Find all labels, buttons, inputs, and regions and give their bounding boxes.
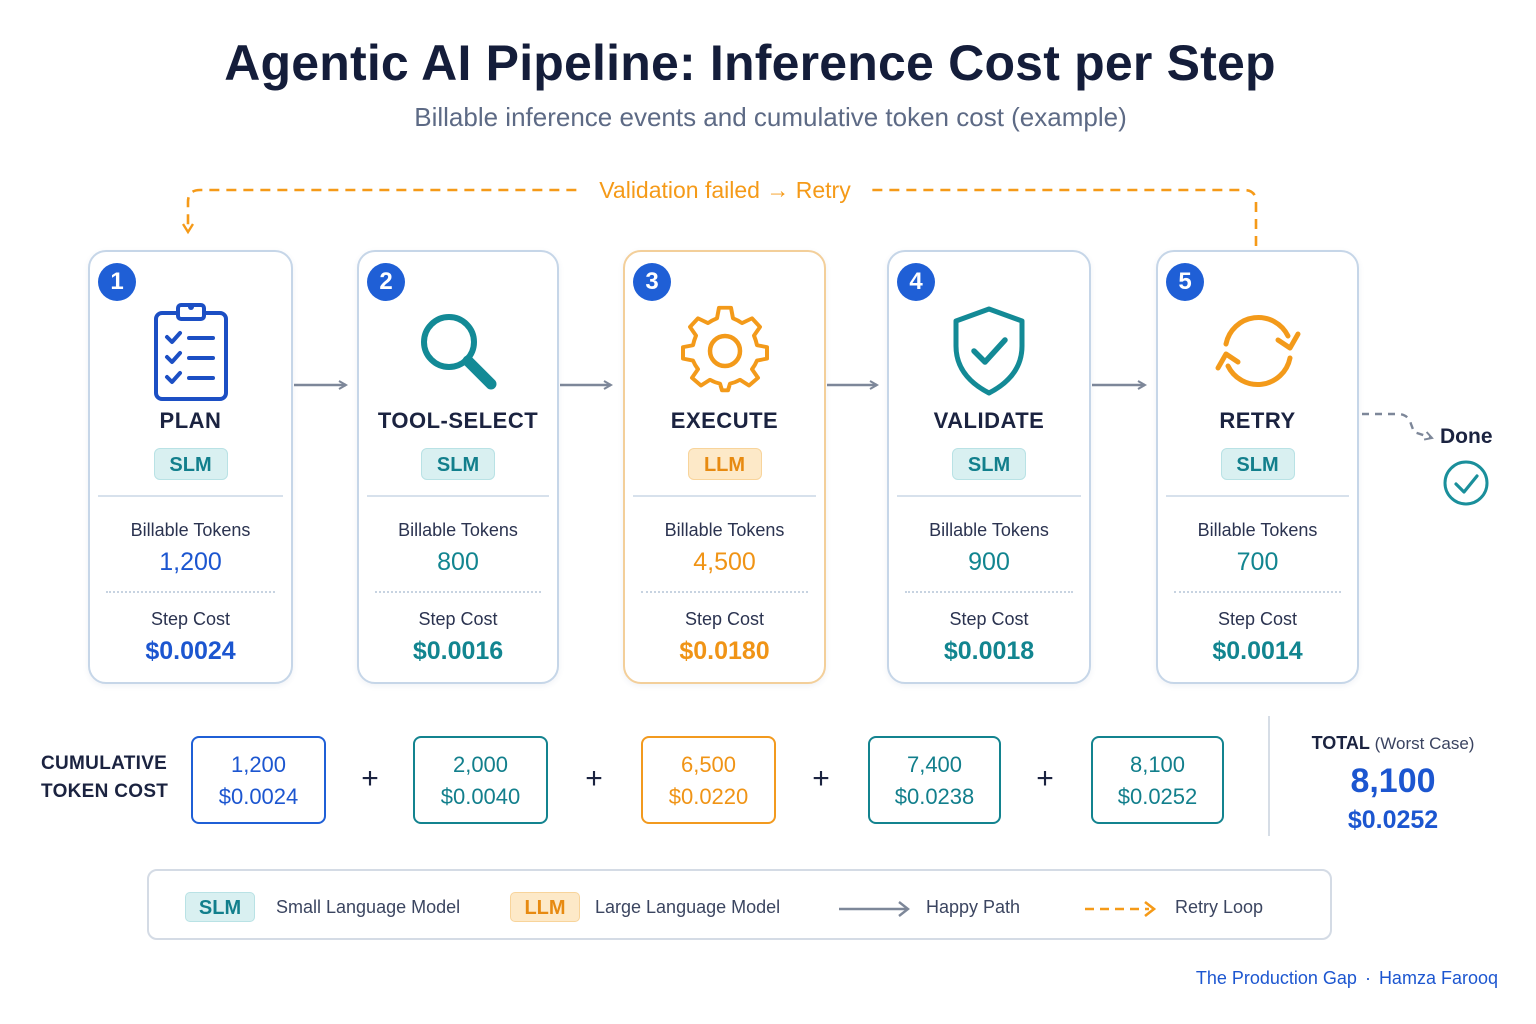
cumulative-tokens: 2,000 xyxy=(415,752,546,778)
model-badge: LLM xyxy=(688,448,762,480)
plus-operator: + xyxy=(806,762,836,796)
shield-check-icon xyxy=(889,296,1089,406)
credit-publication: The Production Gap xyxy=(1196,968,1357,988)
dotted-divider xyxy=(641,591,808,593)
cumulative-label-line1: CUMULATIVE xyxy=(41,750,181,778)
step-card-validate: 4 VALIDATE SLM Billable Tokens 900 Step … xyxy=(887,250,1091,684)
legend-slm-badge: SLM xyxy=(185,892,255,922)
legend-happy-path-text: Happy Path xyxy=(926,897,1020,918)
tokens-label: Billable Tokens xyxy=(625,520,824,541)
cost-value: $0.0018 xyxy=(889,637,1089,666)
dotted-divider xyxy=(905,591,1073,593)
credit-line: The Production Gap · Hamza Farooq xyxy=(1150,968,1498,989)
legend-llm-badge: LLM xyxy=(510,892,580,922)
tokens-label: Billable Tokens xyxy=(889,520,1089,541)
cumulative-tokens: 1,200 xyxy=(193,752,324,778)
tokens-value: 700 xyxy=(1158,548,1357,577)
total-heading: TOTAL (Worst Case) xyxy=(1300,733,1486,754)
legend: SLM Small Language Model LLM Large Langu… xyxy=(147,869,1332,940)
tokens-value: 800 xyxy=(359,548,557,577)
total-cost: $0.0252 xyxy=(1300,806,1486,835)
card-divider xyxy=(633,495,816,497)
cumulative-cost: $0.0040 xyxy=(415,784,546,810)
magnifier-icon xyxy=(359,296,557,406)
cumulative-tokens: 8,100 xyxy=(1093,752,1222,778)
cost-value: $0.0180 xyxy=(625,637,824,666)
cumulative-tokens: 6,500 xyxy=(643,752,774,778)
cost-label: Step Cost xyxy=(889,609,1089,630)
plus-operator: + xyxy=(579,762,609,796)
model-badge: SLM xyxy=(952,448,1026,480)
cost-value: $0.0016 xyxy=(359,637,557,666)
total-qualifier: (Worst Case) xyxy=(1375,734,1475,753)
step-card-retry: 5 RETRY SLM Billable Tokens 700 Step Cos… xyxy=(1156,250,1359,684)
retry-loop-label: Validation failed → Retry xyxy=(580,177,870,204)
legend-llm-text: Large Language Model xyxy=(595,897,780,918)
model-badge: SLM xyxy=(421,448,495,480)
credit-author: Hamza Farooq xyxy=(1379,968,1498,988)
legend-retry-loop-arrow xyxy=(1083,899,1159,919)
cost-label: Step Cost xyxy=(90,609,291,630)
clipboard-checklist-icon xyxy=(90,296,291,406)
dotted-divider xyxy=(1174,591,1341,593)
card-divider xyxy=(98,495,283,497)
refresh-arrows-icon xyxy=(1158,296,1357,406)
cumulative-box-4: 7,400 $0.0238 xyxy=(868,736,1001,824)
step-card-plan: 1 PLAN SLM Billable Tokens 1,200 Step Co… xyxy=(88,250,293,684)
step-title: RETRY xyxy=(1158,408,1357,434)
cumulative-cost: $0.0220 xyxy=(643,784,774,810)
total-label: TOTAL xyxy=(1312,733,1370,753)
model-badge: SLM xyxy=(154,448,228,480)
tokens-value: 1,200 xyxy=(90,548,291,577)
cumulative-label-line2: TOKEN COST xyxy=(41,778,181,806)
step-title: VALIDATE xyxy=(889,408,1089,434)
tokens-value: 4,500 xyxy=(625,548,824,577)
step-card-tool-select: 2 TOOL-SELECT SLM Billable Tokens 800 St… xyxy=(357,250,559,684)
tokens-label: Billable Tokens xyxy=(359,520,557,541)
card-divider xyxy=(1166,495,1349,497)
tokens-value: 900 xyxy=(889,548,1089,577)
cumulative-box-1: 1,200 $0.0024 xyxy=(191,736,326,824)
plus-operator: + xyxy=(1030,762,1060,796)
total-separator xyxy=(1268,716,1270,836)
done-check-icon xyxy=(1445,462,1487,504)
cumulative-label: CUMULATIVE TOKEN COST xyxy=(41,750,181,806)
step-card-execute: 3 EXECUTE LLM Billable Tokens 4,500 Step… xyxy=(623,250,826,684)
cumulative-box-5: 8,100 $0.0252 xyxy=(1091,736,1224,824)
step-title: TOOL-SELECT xyxy=(359,408,557,434)
tokens-label: Billable Tokens xyxy=(90,520,291,541)
cost-value: $0.0014 xyxy=(1158,637,1357,666)
cumulative-cost: $0.0252 xyxy=(1093,784,1222,810)
cost-label: Step Cost xyxy=(359,609,557,630)
cost-value: $0.0024 xyxy=(90,637,291,666)
legend-slm-text: Small Language Model xyxy=(276,897,460,918)
done-label: Done xyxy=(1440,425,1493,449)
dotted-divider xyxy=(106,591,275,593)
tokens-label: Billable Tokens xyxy=(1158,520,1357,541)
cumulative-tokens: 7,400 xyxy=(870,752,999,778)
cumulative-cost: $0.0238 xyxy=(870,784,999,810)
credit-separator: · xyxy=(1365,968,1371,988)
gear-icon xyxy=(625,296,824,406)
cost-label: Step Cost xyxy=(1158,609,1357,630)
dotted-divider xyxy=(375,591,541,593)
cumulative-box-2: 2,000 $0.0040 xyxy=(413,736,548,824)
total-tokens: 8,100 xyxy=(1300,762,1486,801)
card-divider xyxy=(367,495,549,497)
legend-retry-loop-text: Retry Loop xyxy=(1175,897,1263,918)
step-title: EXECUTE xyxy=(625,408,824,434)
cumulative-box-3: 6,500 $0.0220 xyxy=(641,736,776,824)
model-badge: SLM xyxy=(1221,448,1295,480)
step-title: PLAN xyxy=(90,408,291,434)
cumulative-cost: $0.0024 xyxy=(193,784,324,810)
plus-operator: + xyxy=(355,762,385,796)
cost-label: Step Cost xyxy=(625,609,824,630)
done-arrow xyxy=(1362,414,1432,438)
card-divider xyxy=(897,495,1081,497)
legend-happy-path-arrow xyxy=(837,899,913,919)
